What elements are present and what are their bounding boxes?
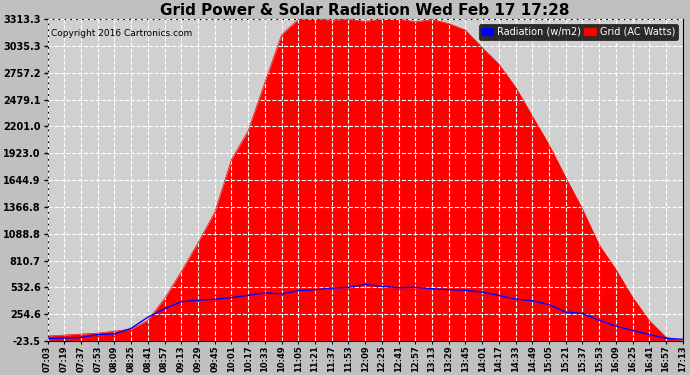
Text: Copyright 2016 Cartronics.com: Copyright 2016 Cartronics.com (51, 28, 192, 38)
Legend: Radiation (w/m2), Grid (AC Watts): Radiation (w/m2), Grid (AC Watts) (479, 24, 678, 40)
Title: Grid Power & Solar Radiation Wed Feb 17 17:28: Grid Power & Solar Radiation Wed Feb 17 … (160, 3, 570, 18)
